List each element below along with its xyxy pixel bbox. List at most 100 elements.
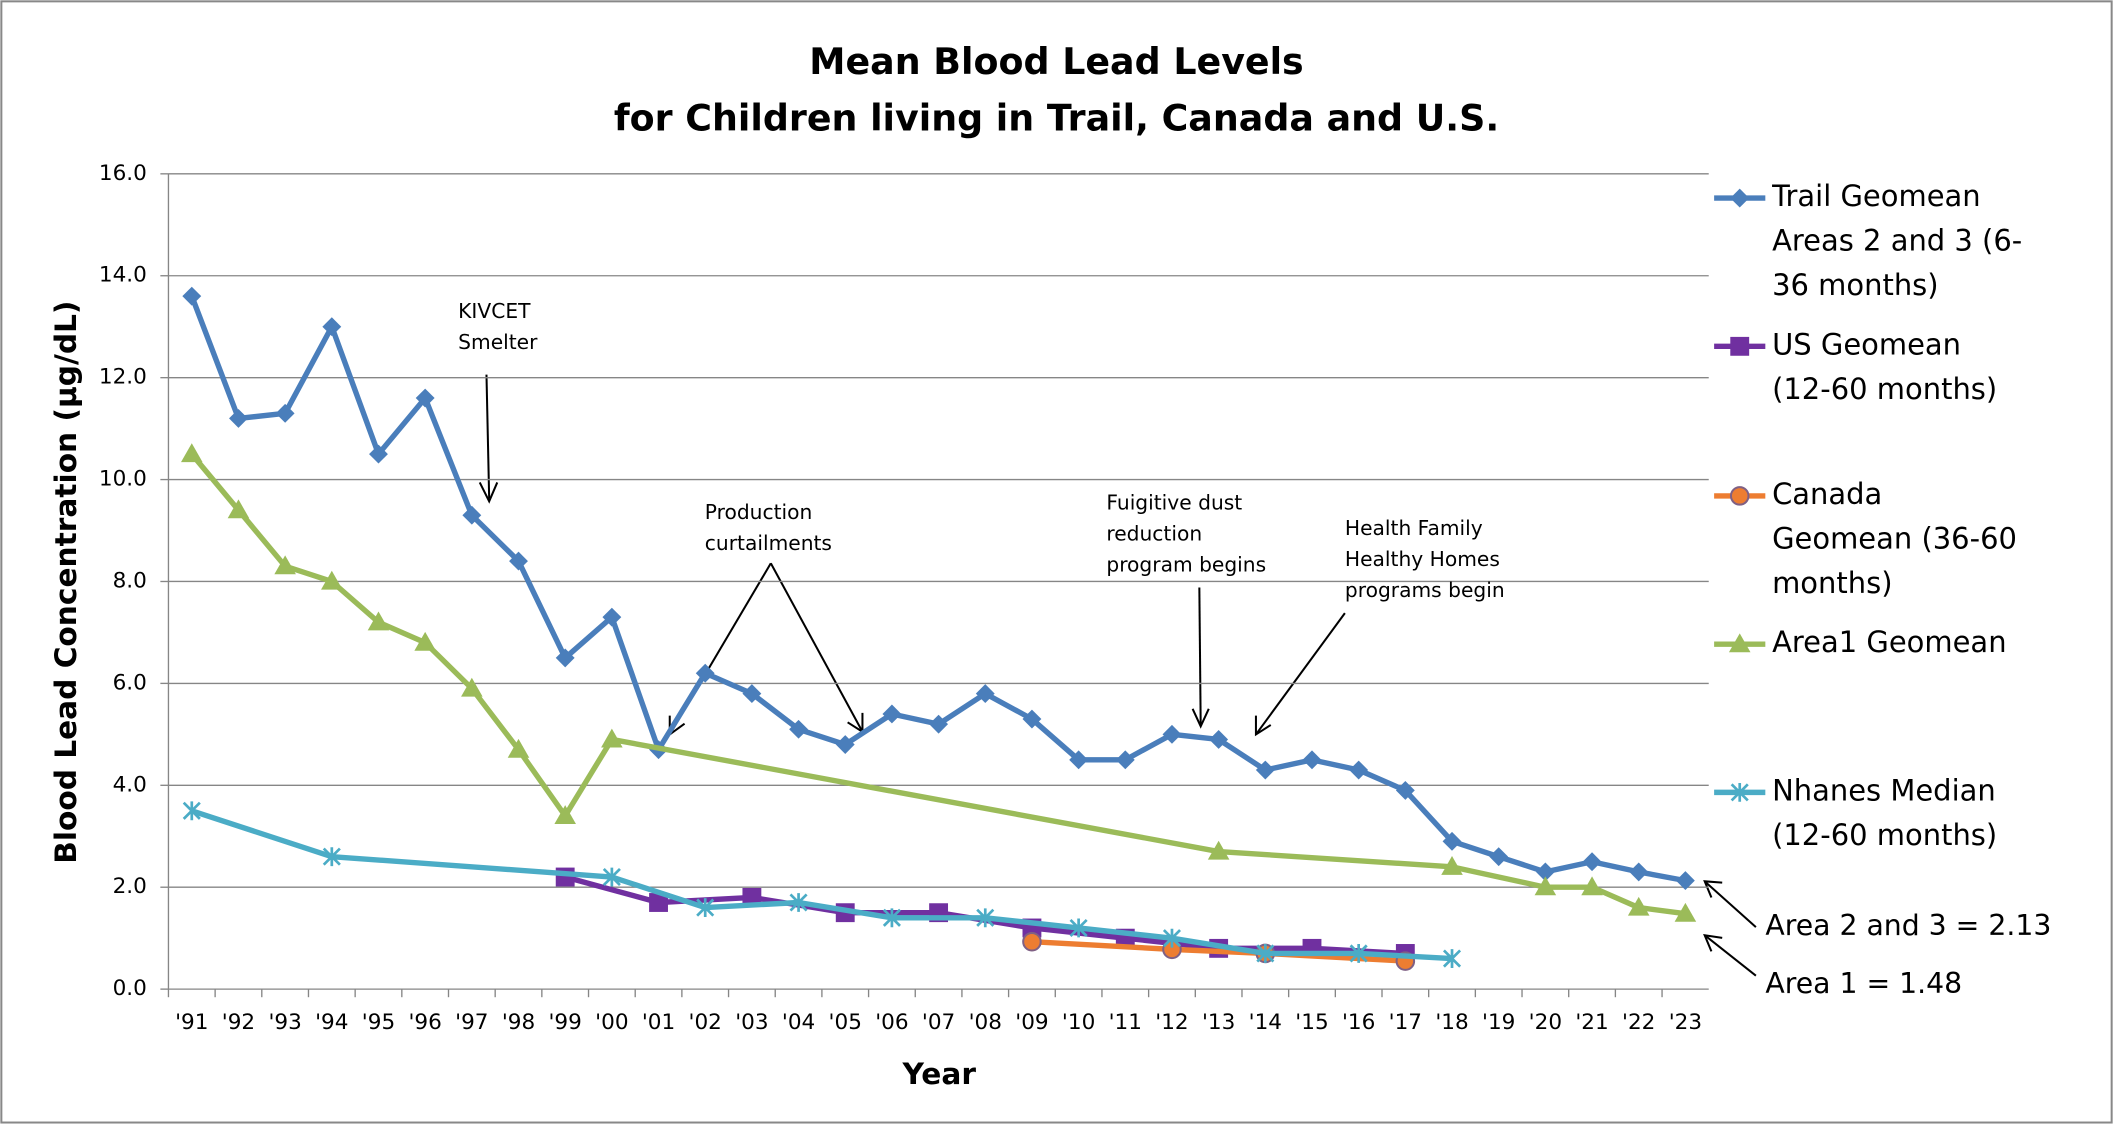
- data-point: [1441, 856, 1463, 875]
- x-tick-label: '08: [969, 1010, 1002, 1035]
- data-point: [1069, 750, 1089, 770]
- y-tick-label: 6.0: [113, 670, 147, 695]
- y-tick-label: 4.0: [113, 772, 147, 797]
- data-point: [882, 908, 901, 928]
- x-tick-label: '91: [175, 1010, 208, 1035]
- chart-title: Mean Blood Lead Levels for Children livi…: [613, 41, 1500, 141]
- legend-label: Area1 Geomean: [1772, 626, 2007, 661]
- x-tick-label: '94: [315, 1010, 348, 1035]
- data-point: [1349, 944, 1368, 963]
- x-tick-label: '02: [689, 1010, 722, 1035]
- annotation: Fuigitive dust reduction program begins: [1106, 490, 1267, 577]
- data-point: [181, 443, 203, 463]
- series: [1022, 931, 1416, 971]
- y-tick-label: 2.0: [113, 874, 147, 899]
- x-axis-label: Year: [902, 1056, 977, 1091]
- y-tick-label: 12.0: [99, 365, 147, 390]
- data-point: [835, 735, 855, 754]
- data-point: [1395, 780, 1415, 800]
- x-tick-label: '06: [875, 1010, 908, 1035]
- x-tick-label: '01: [642, 1010, 675, 1035]
- legend-marker: [1728, 633, 1751, 653]
- x-tick-label: '16: [1342, 1010, 1375, 1035]
- data-point: [507, 738, 530, 758]
- data-point: [1629, 862, 1649, 882]
- y-tick-label: 8.0: [113, 568, 147, 593]
- series-line: [190, 808, 1453, 962]
- data-point: [1349, 760, 1369, 780]
- data-point: [1256, 944, 1275, 963]
- x-tick-label: '22: [1622, 1010, 1655, 1035]
- annotation: Area 2 and 3 = 2.13: [1765, 909, 2052, 942]
- data-point: [696, 898, 715, 918]
- data-point: [555, 867, 575, 887]
- series: [181, 443, 1697, 922]
- data-point: [322, 847, 341, 867]
- arrows: [478, 374, 1757, 977]
- legend-label: Canada Geomean (36-60 months): [1772, 478, 2017, 602]
- series-line: [1031, 939, 1406, 964]
- annotation: Area 1 = 1.48: [1765, 967, 1963, 1000]
- x-tick-label: '12: [1155, 1010, 1188, 1035]
- series: [182, 801, 1462, 968]
- x-tick-label: '14: [1249, 1010, 1282, 1035]
- x-tick-label: '21: [1575, 1010, 1608, 1035]
- x-tick-label: '20: [1529, 1010, 1562, 1035]
- series-line: [189, 452, 1686, 917]
- data-point: [1627, 896, 1650, 916]
- x-tick-label: '05: [829, 1010, 862, 1035]
- x-tick-label: '10: [1062, 1010, 1095, 1035]
- data-point: [509, 551, 528, 571]
- x-tick-label: '97: [455, 1010, 488, 1035]
- x-tick-label: '23: [1669, 1010, 1702, 1035]
- y-tick-label: 16.0: [99, 161, 147, 186]
- series: [182, 286, 1695, 891]
- data-point: [1442, 949, 1462, 968]
- annotation: Production curtailments: [704, 499, 832, 556]
- x-tick-label: '09: [1015, 1010, 1048, 1035]
- data-point: [929, 714, 949, 734]
- x-tick-label: '00: [595, 1010, 628, 1035]
- legend-marker: [1729, 486, 1750, 506]
- x-tick-label: '93: [268, 1010, 301, 1035]
- data-point: [1442, 831, 1462, 851]
- x-tick-label: '04: [782, 1010, 815, 1035]
- data-point: [274, 555, 296, 575]
- data-point: [649, 893, 668, 912]
- x-tick-label: '98: [502, 1010, 535, 1035]
- data-point: [461, 677, 483, 697]
- legend-marker: [1730, 782, 1749, 802]
- data-point: [601, 728, 623, 748]
- data-point: [976, 908, 995, 928]
- x-tick-label: '17: [1389, 1010, 1422, 1035]
- data-point: [602, 867, 621, 887]
- data-point: [555, 648, 575, 668]
- data-point: [1162, 928, 1182, 948]
- legend-label: Trail Geomean Areas 2 and 3 (6-36 months…: [1772, 180, 2023, 304]
- y-tick-label: 0.0: [113, 976, 147, 1001]
- x-tick-label: '18: [1435, 1010, 1468, 1035]
- data-point: [321, 570, 343, 590]
- legend-label: Nhanes Median (12-60 months): [1772, 774, 1998, 854]
- x-tick-label: '13: [1202, 1010, 1235, 1035]
- data-point: [414, 631, 436, 651]
- legend-label: US Geomean (12-60 months): [1772, 328, 1998, 407]
- x-tick-label: '11: [1109, 1010, 1142, 1035]
- x-tick-label: '96: [408, 1010, 441, 1035]
- x-tick-label: '07: [922, 1010, 955, 1035]
- annotation: Health Family Healthy Homes programs beg…: [1344, 516, 1505, 603]
- data-point: [182, 801, 201, 821]
- data-point: [1207, 840, 1230, 860]
- data-point: [1582, 852, 1602, 872]
- data-point: [1675, 871, 1695, 891]
- annotation: KIVCET Smelter: [458, 299, 538, 355]
- y-tick-label: 10.0: [99, 467, 147, 492]
- data-point: [227, 499, 250, 519]
- x-tick-label: '03: [735, 1010, 768, 1035]
- data-point: [789, 893, 808, 912]
- data-point: [1489, 847, 1509, 867]
- data-point: [1534, 876, 1557, 896]
